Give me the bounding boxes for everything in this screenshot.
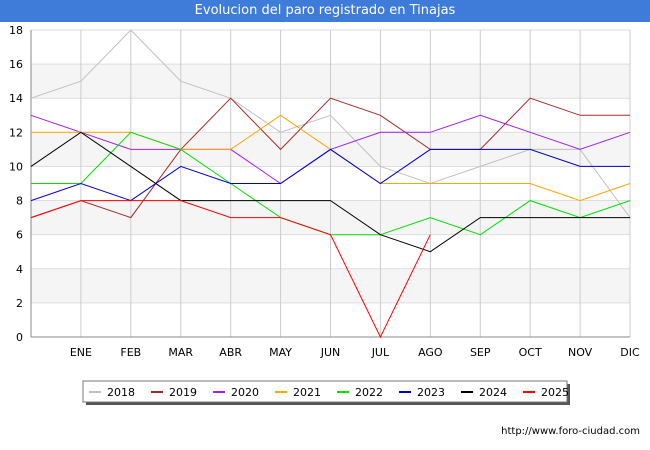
y-tick-label: 18 — [9, 24, 23, 37]
x-tick-label: JUN — [320, 346, 341, 359]
legend-label: 2019 — [169, 386, 197, 399]
x-tick-label: MAR — [168, 346, 193, 359]
x-tick-label: AGO — [418, 346, 443, 359]
legend-box — [82, 380, 568, 403]
legend-label: 2020 — [231, 386, 259, 399]
y-tick-label: 4 — [16, 263, 23, 276]
x-tick-label: NOV — [568, 346, 593, 359]
y-tick-label: 16 — [9, 58, 23, 71]
chart-title: Evolucion del paro registrado en Tinajas — [0, 0, 650, 22]
y-tick-label: 6 — [16, 229, 23, 242]
x-tick-label: SEP — [470, 346, 491, 359]
legend: 2018 2019 2020 2021 2022 2023 2024 2025 — [82, 380, 570, 405]
x-tick-label: ABR — [219, 346, 242, 359]
legend-label: 2024 — [479, 386, 507, 399]
y-tick-label: 14 — [9, 92, 23, 105]
series-line-2024 — [30, 131, 630, 253]
y-tick-label: 2 — [16, 297, 23, 310]
source-url[interactable]: http://www.foro-ciudad.com — [501, 426, 640, 437]
x-tick-label: DIC — [620, 346, 640, 359]
y-tick-label: 12 — [9, 126, 23, 139]
x-tick-label: FEB — [120, 346, 141, 359]
legend-label: 2018 — [107, 386, 135, 399]
x-tick-label: MAY — [269, 346, 292, 359]
x-tick-label: OCT — [519, 346, 542, 359]
x-tick-label: JUL — [371, 346, 390, 359]
y-tick-label: 10 — [9, 160, 23, 173]
legend-label: 2021 — [293, 386, 321, 399]
legend-label: 2025 — [541, 386, 569, 399]
legend-label: 2022 — [355, 386, 383, 399]
series-line-2019 — [30, 97, 630, 219]
series-line-2025 — [30, 200, 431, 339]
y-tick-label: 0 — [16, 331, 23, 344]
legend-label: 2023 — [417, 386, 445, 399]
x-tick-label: ENE — [70, 346, 92, 359]
y-tick-label: 8 — [16, 195, 23, 208]
